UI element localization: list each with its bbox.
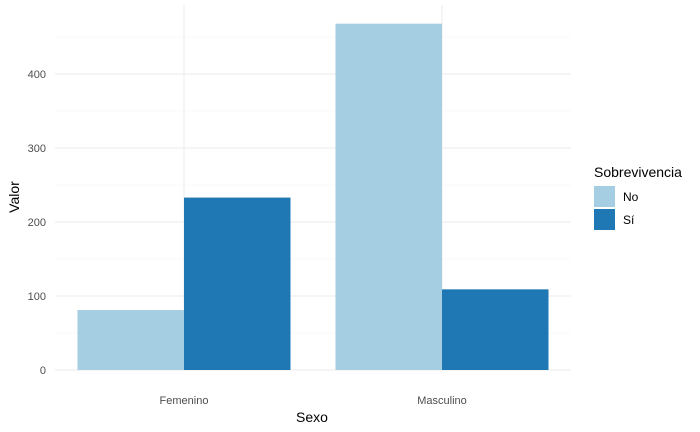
x-tick-label: Masculino [417,395,467,407]
x-tick-label: Femenino [160,395,209,407]
legend: Sobrevivencia No Sí [594,164,682,230]
y-tick-label: 300 [28,143,46,155]
y-axis-title: Valor [6,181,22,213]
y-tick-label: 200 [28,217,46,229]
legend-label: No [623,190,639,204]
x-axis-title: Sexo [296,409,328,425]
x-axis-ticks: Femenino Masculino [160,395,467,407]
legend-label: Sí [623,213,635,227]
bar-femenino-no [77,310,184,370]
bar-masculino-no [335,23,442,371]
bar-masculino-si [442,289,549,370]
y-tick-label: 0 [40,365,46,377]
legend-title: Sobrevivencia [594,164,682,180]
bar-femenino-si [184,197,291,370]
y-axis-ticks: 0 100 200 300 400 [28,69,46,377]
y-tick-label: 400 [28,69,46,81]
legend-key-no [594,186,615,207]
legend-key-si [594,209,615,230]
y-tick-label: 100 [28,291,46,303]
bars [77,23,549,371]
